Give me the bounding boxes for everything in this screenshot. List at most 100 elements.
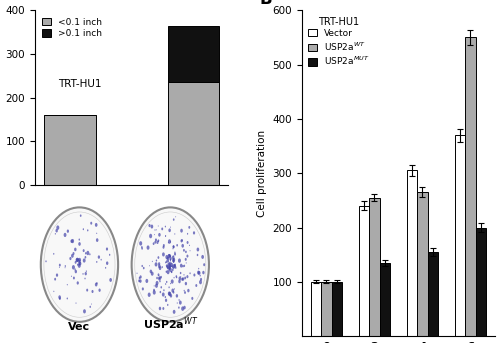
Circle shape bbox=[169, 254, 171, 258]
Circle shape bbox=[172, 288, 174, 293]
Circle shape bbox=[76, 258, 79, 262]
Circle shape bbox=[166, 257, 169, 261]
Circle shape bbox=[166, 264, 168, 267]
Circle shape bbox=[41, 208, 118, 322]
Circle shape bbox=[84, 256, 86, 259]
Circle shape bbox=[184, 291, 186, 294]
Circle shape bbox=[155, 238, 157, 241]
Circle shape bbox=[172, 259, 174, 262]
Circle shape bbox=[79, 264, 80, 266]
Circle shape bbox=[199, 280, 202, 284]
Text: B: B bbox=[259, 0, 272, 8]
Circle shape bbox=[142, 265, 143, 267]
Circle shape bbox=[55, 233, 56, 235]
Circle shape bbox=[72, 252, 74, 255]
Circle shape bbox=[173, 264, 175, 267]
Bar bbox=[310, 282, 321, 336]
Circle shape bbox=[196, 284, 198, 287]
Circle shape bbox=[178, 258, 181, 263]
Circle shape bbox=[176, 275, 177, 278]
Circle shape bbox=[170, 265, 171, 268]
Circle shape bbox=[159, 307, 161, 310]
Circle shape bbox=[98, 255, 100, 259]
Circle shape bbox=[185, 251, 187, 253]
Circle shape bbox=[76, 281, 79, 285]
Bar bbox=[428, 252, 438, 336]
Bar bbox=[168, 82, 220, 185]
Circle shape bbox=[59, 264, 61, 267]
Bar bbox=[454, 135, 465, 336]
Circle shape bbox=[176, 302, 178, 304]
Circle shape bbox=[182, 244, 184, 248]
Circle shape bbox=[186, 241, 188, 244]
Circle shape bbox=[173, 218, 174, 221]
Circle shape bbox=[167, 304, 168, 306]
Circle shape bbox=[173, 260, 174, 263]
Circle shape bbox=[162, 252, 165, 257]
Circle shape bbox=[168, 264, 171, 269]
Circle shape bbox=[174, 288, 175, 290]
Text: TRT-HU1: TRT-HU1 bbox=[58, 79, 102, 89]
Circle shape bbox=[176, 244, 178, 247]
Circle shape bbox=[168, 262, 172, 266]
Circle shape bbox=[172, 291, 174, 294]
Circle shape bbox=[174, 263, 176, 267]
Circle shape bbox=[187, 233, 188, 235]
Circle shape bbox=[156, 241, 158, 244]
Bar bbox=[406, 170, 417, 336]
Circle shape bbox=[184, 282, 187, 285]
Legend: Vector, USP2a$^{WT}$, USP2a$^{MUT}$: Vector, USP2a$^{WT}$, USP2a$^{MUT}$ bbox=[306, 15, 372, 69]
Circle shape bbox=[154, 229, 156, 231]
Circle shape bbox=[180, 229, 183, 233]
Circle shape bbox=[193, 231, 195, 235]
Circle shape bbox=[59, 267, 60, 268]
Circle shape bbox=[170, 241, 171, 243]
Circle shape bbox=[166, 255, 168, 259]
Circle shape bbox=[170, 294, 172, 298]
Circle shape bbox=[171, 257, 172, 259]
Circle shape bbox=[168, 254, 170, 257]
Circle shape bbox=[170, 279, 173, 284]
Circle shape bbox=[171, 262, 172, 264]
Circle shape bbox=[136, 273, 138, 274]
Circle shape bbox=[172, 269, 174, 271]
Circle shape bbox=[142, 287, 144, 291]
Text: USP2a$^{WT}$: USP2a$^{WT}$ bbox=[142, 315, 198, 332]
Circle shape bbox=[158, 239, 160, 242]
Circle shape bbox=[178, 306, 180, 309]
Circle shape bbox=[142, 247, 143, 250]
Circle shape bbox=[82, 249, 84, 252]
Circle shape bbox=[167, 260, 169, 263]
Circle shape bbox=[139, 241, 142, 246]
Circle shape bbox=[197, 271, 200, 275]
Circle shape bbox=[180, 239, 182, 243]
Circle shape bbox=[54, 278, 56, 281]
Circle shape bbox=[158, 276, 161, 281]
Circle shape bbox=[168, 266, 171, 270]
Circle shape bbox=[78, 264, 80, 265]
Circle shape bbox=[105, 267, 106, 269]
Circle shape bbox=[182, 277, 184, 281]
Circle shape bbox=[170, 263, 173, 267]
Circle shape bbox=[168, 292, 170, 296]
Circle shape bbox=[92, 290, 94, 293]
Bar bbox=[358, 206, 369, 336]
Circle shape bbox=[71, 254, 74, 258]
Circle shape bbox=[156, 277, 158, 279]
Circle shape bbox=[95, 223, 98, 227]
Circle shape bbox=[79, 260, 80, 262]
Circle shape bbox=[138, 277, 140, 279]
Circle shape bbox=[154, 241, 156, 244]
Circle shape bbox=[162, 246, 164, 249]
Circle shape bbox=[170, 256, 171, 257]
Circle shape bbox=[153, 289, 155, 292]
Circle shape bbox=[78, 242, 81, 246]
Circle shape bbox=[181, 277, 184, 281]
Circle shape bbox=[163, 289, 164, 291]
Circle shape bbox=[174, 233, 176, 235]
Circle shape bbox=[156, 260, 157, 262]
Circle shape bbox=[166, 281, 168, 283]
Circle shape bbox=[162, 266, 163, 268]
Bar bbox=[465, 37, 475, 336]
Circle shape bbox=[162, 227, 163, 230]
